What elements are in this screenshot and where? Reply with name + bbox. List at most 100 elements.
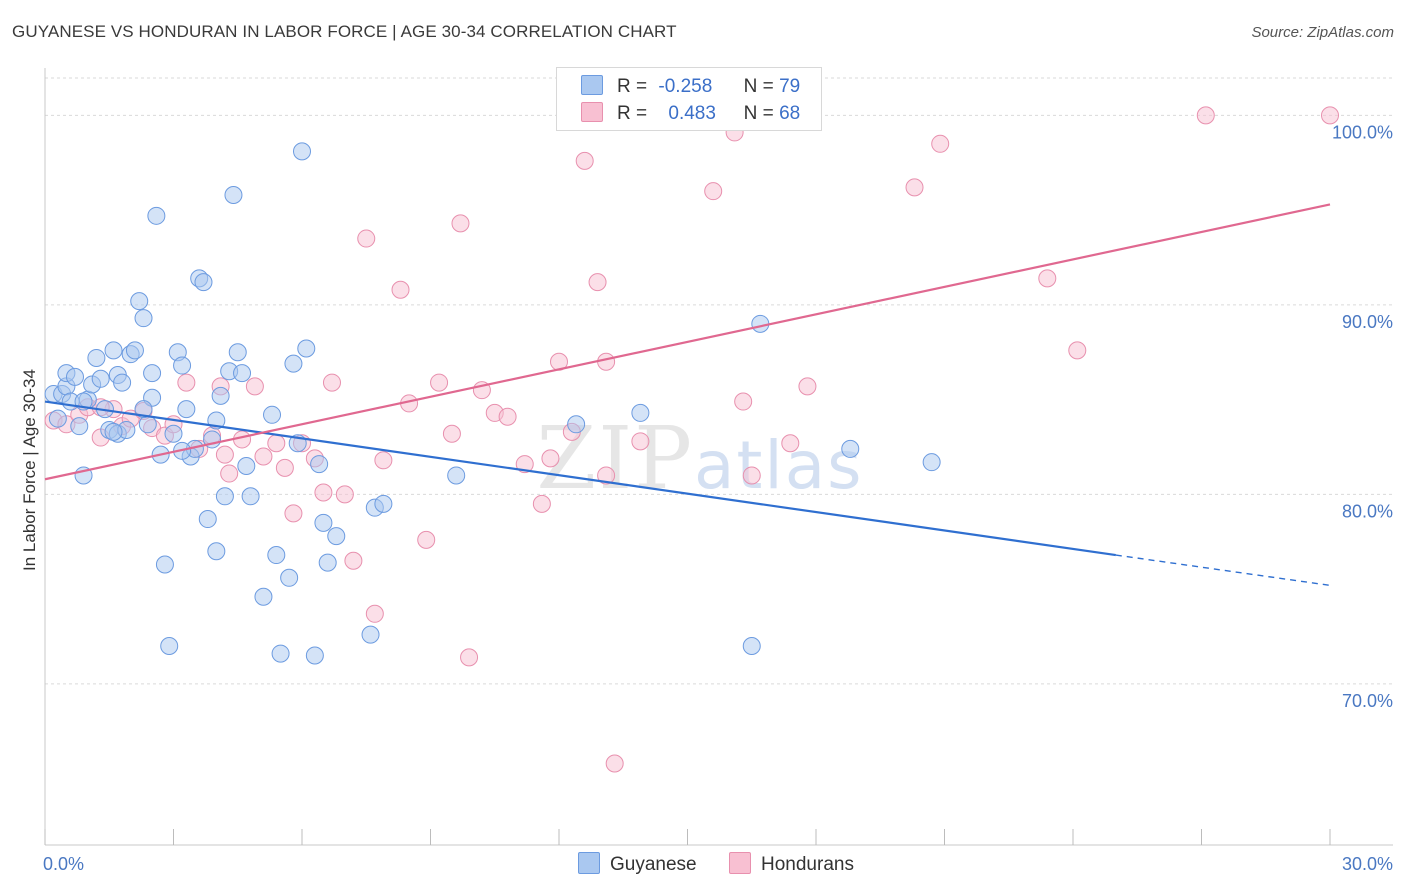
honduran-point xyxy=(532,494,551,513)
honduran-point xyxy=(254,447,273,466)
watermark: ZIPatlas xyxy=(536,409,863,509)
honduran-point xyxy=(245,377,264,396)
legend-swatch-hondurans xyxy=(581,102,603,122)
honduran-point xyxy=(575,151,594,170)
guyanese-point xyxy=(751,314,770,333)
legend-r-label: R = xyxy=(617,76,648,97)
watermark-zip: ZIP xyxy=(536,409,694,509)
guyanese-point xyxy=(211,386,230,405)
guyanese-point xyxy=(147,206,166,225)
honduran-point xyxy=(314,483,333,502)
honduran-point xyxy=(781,434,800,453)
guyanese-point xyxy=(113,373,132,392)
honduran-point xyxy=(905,178,924,197)
guyanese-point xyxy=(284,354,303,373)
guyanese-point xyxy=(314,513,333,532)
honduran-point xyxy=(391,280,410,299)
bottom-legend-hondurans: Hondurans xyxy=(729,852,854,876)
y-axis-label: In Labor Force | Age 30-34 xyxy=(20,369,39,571)
x-tick-label: 0.0% xyxy=(43,854,84,874)
trend-lines xyxy=(44,203,1331,587)
tick-labels: 70.0% 80.0% 90.0% 100.0% 0.0% 30.0% xyxy=(43,122,1393,874)
legend-n-label: N = xyxy=(743,76,774,97)
honduran-point xyxy=(742,466,761,485)
legend-n-value: 68 xyxy=(779,103,801,124)
source-credit: Source: ZipAtlas.com xyxy=(1251,24,1394,41)
guyanese-point xyxy=(125,341,144,360)
guyanese-point xyxy=(91,369,110,388)
y-tick-label: 80.0% xyxy=(1342,501,1393,521)
honduran-point xyxy=(220,464,239,483)
guyanese-point xyxy=(327,527,346,546)
guyanese-point xyxy=(841,439,860,458)
axes xyxy=(44,68,1393,846)
guyanese-point xyxy=(48,409,67,428)
honduran-point xyxy=(1068,341,1087,360)
y-tick-label: 100.0% xyxy=(1332,122,1393,142)
honduran-point xyxy=(374,451,393,470)
guyanese-point xyxy=(318,553,337,572)
honduran-point xyxy=(704,182,723,201)
honduran-point xyxy=(442,424,461,443)
honduran-point xyxy=(365,604,384,623)
guyanese-point xyxy=(87,348,106,367)
honduran-point xyxy=(588,273,607,292)
bottom-swatch-hondurans xyxy=(729,852,751,874)
guyanese-point xyxy=(177,400,196,419)
guyanese-point xyxy=(215,487,234,506)
guyanese-point xyxy=(305,646,324,665)
honduran-point xyxy=(1196,106,1215,125)
guyanese-point xyxy=(104,422,123,441)
legend-n-value: 79 xyxy=(779,76,801,97)
bottom-swatch-guyanese xyxy=(578,852,600,874)
guyanese-point xyxy=(310,455,329,474)
guyanese-point xyxy=(207,542,226,561)
honduran-point xyxy=(798,377,817,396)
guyanese-point xyxy=(631,403,650,422)
honduran-point xyxy=(322,373,341,392)
guyanese-point xyxy=(361,625,380,644)
guyanese-point xyxy=(224,185,243,204)
honduran-point xyxy=(344,551,363,570)
guyanese-point xyxy=(143,364,162,383)
guyanese-trend-extension xyxy=(1115,554,1331,587)
legend-row-guyanese: R = -0.258 N = 79 xyxy=(581,75,800,99)
legend-n-label: N = xyxy=(743,103,774,124)
honduran-point xyxy=(267,434,286,453)
guyanese-point xyxy=(567,415,586,434)
legend-row-hondurans: R = 0.483 N = 68 xyxy=(581,102,800,126)
guyanese-point xyxy=(65,367,84,386)
honduran-point xyxy=(515,455,534,474)
honduran-point xyxy=(417,530,436,549)
guyanese-point xyxy=(160,637,179,656)
honduran-point xyxy=(357,229,376,248)
honduran-point xyxy=(631,432,650,451)
legend-r-label: R = xyxy=(617,103,648,124)
guyanese-point xyxy=(280,568,299,587)
honduran-point xyxy=(215,445,234,464)
legend-swatch-guyanese xyxy=(581,75,603,95)
bottom-legend-label: Hondurans xyxy=(761,854,854,875)
honduran-point xyxy=(284,504,303,523)
y-tick-label: 90.0% xyxy=(1342,312,1393,332)
legend-r-value: 0.483 xyxy=(668,103,716,124)
guyanese-point xyxy=(130,292,149,311)
x-tick-label: 30.0% xyxy=(1342,854,1393,874)
honduran-point xyxy=(498,407,517,426)
chart-title: GUYANESE VS HONDURAN IN LABOR FORCE | AG… xyxy=(12,22,677,41)
guyanese-point xyxy=(134,309,153,328)
guyanese-point xyxy=(742,637,761,656)
honduran-point xyxy=(275,458,294,477)
grid-lines xyxy=(45,77,1392,685)
guyanese-point xyxy=(134,400,153,419)
guyanese-point xyxy=(138,415,157,434)
guyanese-point xyxy=(263,405,282,424)
legend-r-value: -0.258 xyxy=(658,76,713,97)
guyanese-point xyxy=(267,546,286,565)
guyanese-point xyxy=(228,343,247,362)
guyanese-point xyxy=(155,555,174,574)
guyanese-point xyxy=(173,356,192,375)
guyanese-point xyxy=(198,510,217,529)
guyanese-point xyxy=(241,487,260,506)
